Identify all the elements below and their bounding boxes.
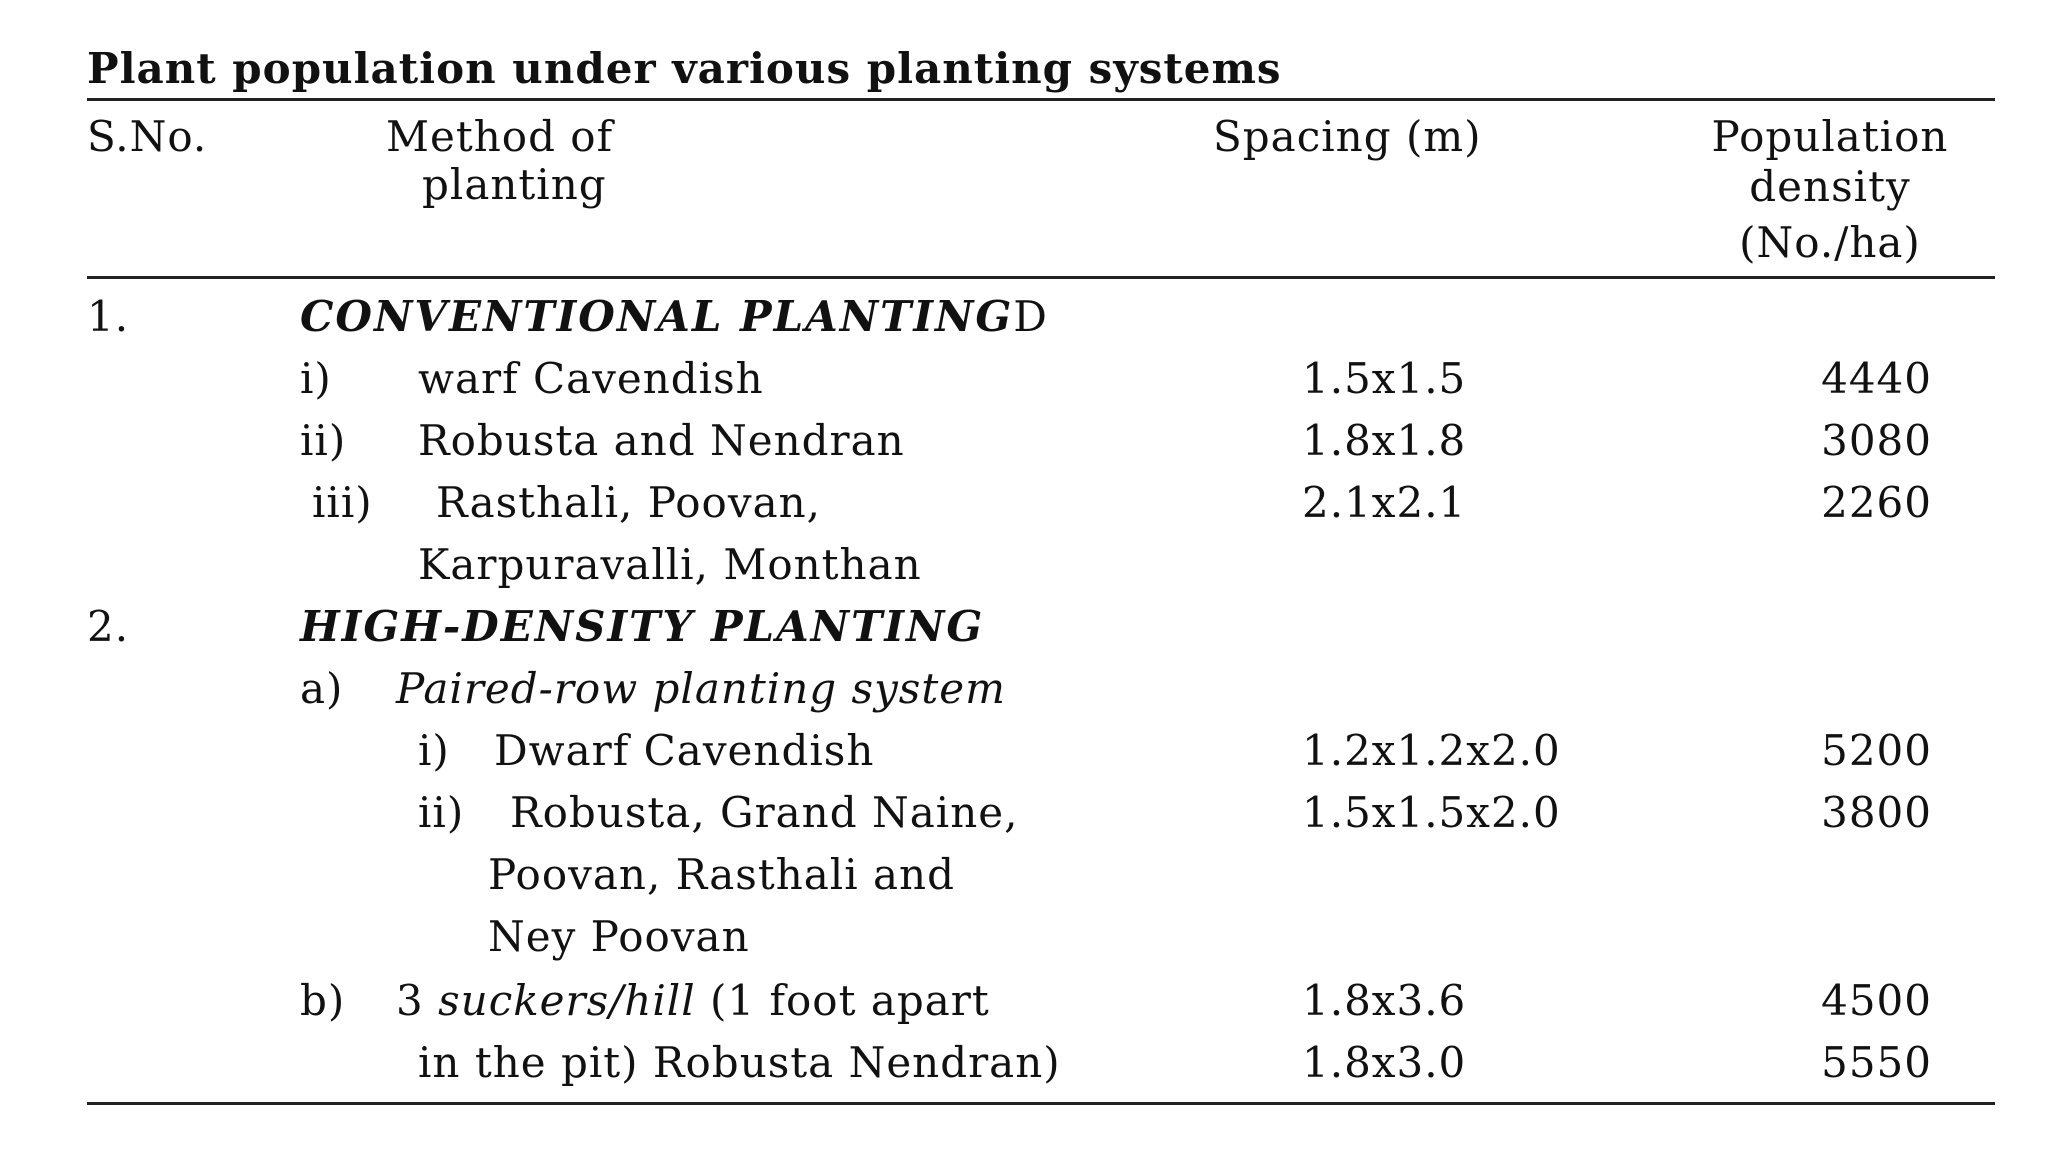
- row-label: i): [300, 354, 332, 403]
- table-title: Plant population under various planting …: [87, 44, 1282, 93]
- header-sno: S.No.: [87, 112, 208, 161]
- row-spacing: 1.8x1.8: [1302, 416, 1467, 465]
- header-population-line1: Population: [1711, 112, 1949, 161]
- section-title-tail: D: [1013, 292, 1048, 341]
- suckers-count: 3: [396, 976, 424, 1025]
- subsection-label: a): [300, 664, 344, 713]
- section-title-high-density: HIGH-DENSITY PLANTING: [300, 602, 985, 651]
- row-method-cont: Poovan, Rasthali and: [488, 850, 955, 899]
- row-method-cont: Karpuravalli, Monthan: [418, 540, 922, 589]
- suckers-per-hill: suckers/hill: [438, 976, 696, 1025]
- row-spacing: 2.1x2.1: [1302, 478, 1467, 527]
- row-method-cont: Ney Poovan: [488, 912, 750, 961]
- top-rule: [87, 98, 1995, 101]
- section-title-conventional: CONVENTIONAL PLANTINGD: [300, 292, 1048, 342]
- row-label: ii): [418, 788, 465, 837]
- row-spacing: 1.8x3.6: [1302, 976, 1467, 1025]
- section-number: 2.: [87, 602, 130, 651]
- subsection-b-method-cont: in the pit) Robusta Nendran): [418, 1038, 1061, 1087]
- row-spacing: 1.5x1.5: [1302, 354, 1467, 403]
- row-label: i): [418, 726, 450, 775]
- row-method: Robusta and Nendran: [418, 416, 905, 465]
- header-rule: [87, 276, 1995, 279]
- row-density: 5200: [1821, 726, 1932, 775]
- row-density: 2260: [1821, 478, 1932, 527]
- row-density: 3080: [1821, 416, 1932, 465]
- header-method-line1: Method of: [386, 112, 614, 161]
- subsection-b-method: 3 suckers/hill (1 foot apart: [396, 976, 990, 1026]
- section-title-text: CONVENTIONAL PLANTING: [300, 292, 1014, 341]
- row-label: iii): [312, 478, 373, 527]
- row-method: Dwarf Cavendish: [494, 726, 875, 775]
- row-method: warf Cavendish: [418, 354, 764, 403]
- suckers-note: (1 foot apart: [710, 976, 990, 1025]
- header-population-line3: (No./ha): [1739, 218, 1921, 267]
- row-spacing: 1.8x3.0: [1302, 1038, 1467, 1087]
- subsection-label: b): [300, 976, 346, 1025]
- section-number: 1.: [87, 292, 130, 341]
- subsection-title-paired-row: Paired-row planting system: [396, 664, 1006, 713]
- header-population-line2: density: [1749, 162, 1911, 211]
- row-method: Robusta, Grand Naine,: [510, 788, 1019, 837]
- row-method: Rasthali, Poovan,: [436, 478, 822, 527]
- row-spacing: 1.5x1.5x2.0: [1302, 788, 1561, 837]
- row-density: 4440: [1821, 354, 1932, 403]
- row-density: 3800: [1821, 788, 1932, 837]
- header-method-line2: planting: [422, 160, 607, 209]
- row-density: 4500: [1821, 976, 1932, 1025]
- row-density: 5550: [1821, 1038, 1932, 1087]
- row-label: ii): [300, 416, 347, 465]
- header-spacing: Spacing (m): [1213, 112, 1482, 161]
- row-spacing: 1.2x1.2x2.0: [1302, 726, 1561, 775]
- bottom-rule: [87, 1102, 1995, 1105]
